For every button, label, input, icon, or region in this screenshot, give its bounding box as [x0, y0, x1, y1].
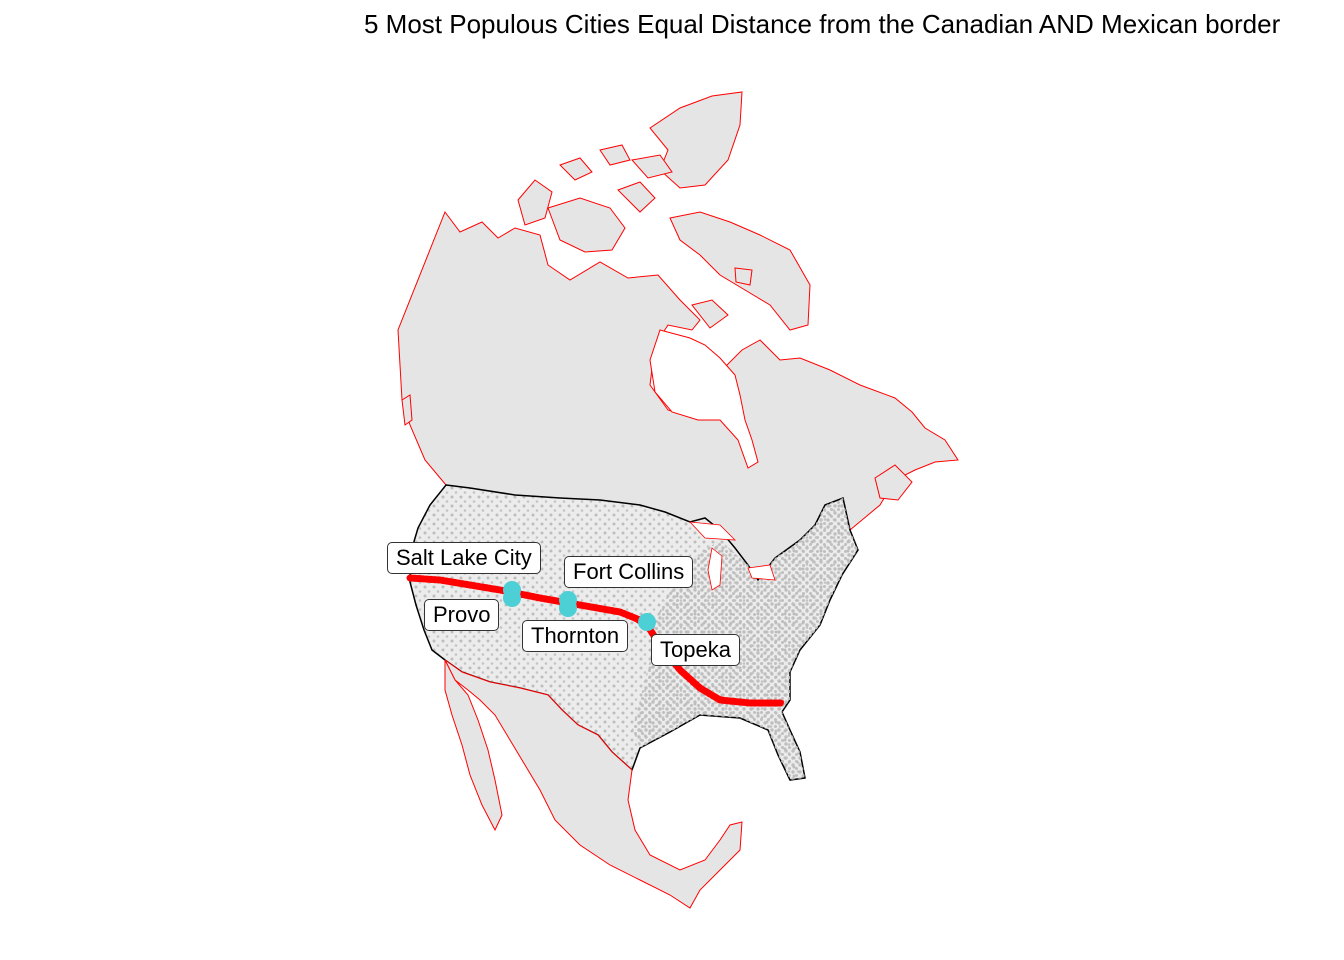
city-point-topeka	[638, 613, 656, 631]
baja-california	[444, 659, 503, 832]
victoria-island	[547, 197, 626, 253]
city-point-thornton	[559, 599, 577, 617]
arctic-island-c	[599, 144, 631, 166]
plot-title: 5 Most Populous Cities Equal Distance fr…	[364, 9, 1281, 39]
mexico	[444, 659, 743, 909]
city-label-provo: Provo	[424, 599, 500, 631]
arctic-island-e	[734, 267, 753, 286]
great-lakes	[688, 521, 776, 591]
city-label-topeka: Topeka	[651, 634, 740, 666]
vancouver-island	[401, 394, 413, 426]
newfoundland	[874, 464, 913, 501]
arctic-island-a	[617, 181, 656, 213]
banks-island	[517, 179, 553, 226]
city-label-fort-collins: Fort Collins	[564, 556, 694, 588]
southampton-island	[691, 299, 729, 329]
arctic-island-d	[631, 154, 673, 179]
city-label-salt-lake-city: Salt Lake City	[387, 542, 541, 574]
arctic-island-b	[559, 157, 593, 181]
city-point-provo	[503, 589, 521, 607]
hudson-bay	[649, 329, 759, 469]
city-label-thornton: Thornton	[522, 620, 629, 652]
